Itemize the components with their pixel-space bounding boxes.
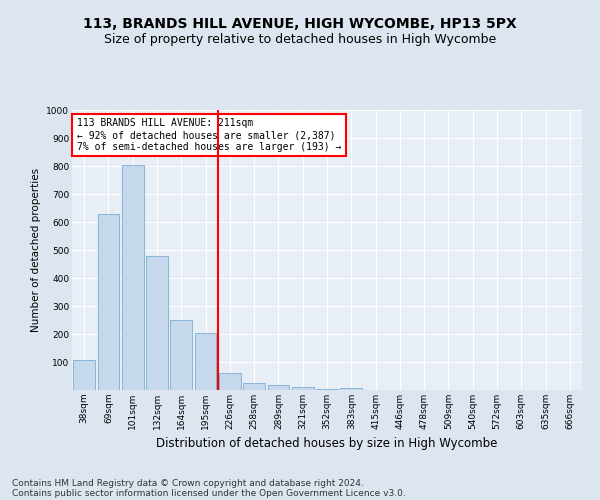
- Bar: [194, 332, 217, 390]
- Bar: [292, 387, 314, 390]
- Bar: [122, 164, 143, 390]
- Bar: [73, 360, 95, 390]
- Bar: [146, 256, 168, 390]
- X-axis label: Distribution of detached houses by size in High Wycombe: Distribution of detached houses by size …: [157, 438, 497, 450]
- Text: Contains public sector information licensed under the Open Government Licence v3: Contains public sector information licen…: [12, 488, 406, 498]
- Bar: [268, 385, 289, 390]
- Text: 113 BRANDS HILL AVENUE: 211sqm
← 92% of detached houses are smaller (2,387)
7% o: 113 BRANDS HILL AVENUE: 211sqm ← 92% of …: [77, 118, 341, 152]
- Text: 113, BRANDS HILL AVENUE, HIGH WYCOMBE, HP13 5PX: 113, BRANDS HILL AVENUE, HIGH WYCOMBE, H…: [83, 18, 517, 32]
- Bar: [243, 383, 265, 390]
- Bar: [219, 373, 241, 390]
- Bar: [97, 214, 119, 390]
- Text: Size of property relative to detached houses in High Wycombe: Size of property relative to detached ho…: [104, 32, 496, 46]
- Text: Contains HM Land Registry data © Crown copyright and database right 2024.: Contains HM Land Registry data © Crown c…: [12, 478, 364, 488]
- Y-axis label: Number of detached properties: Number of detached properties: [31, 168, 41, 332]
- Bar: [316, 388, 338, 390]
- Bar: [340, 388, 362, 390]
- Bar: [170, 320, 192, 390]
